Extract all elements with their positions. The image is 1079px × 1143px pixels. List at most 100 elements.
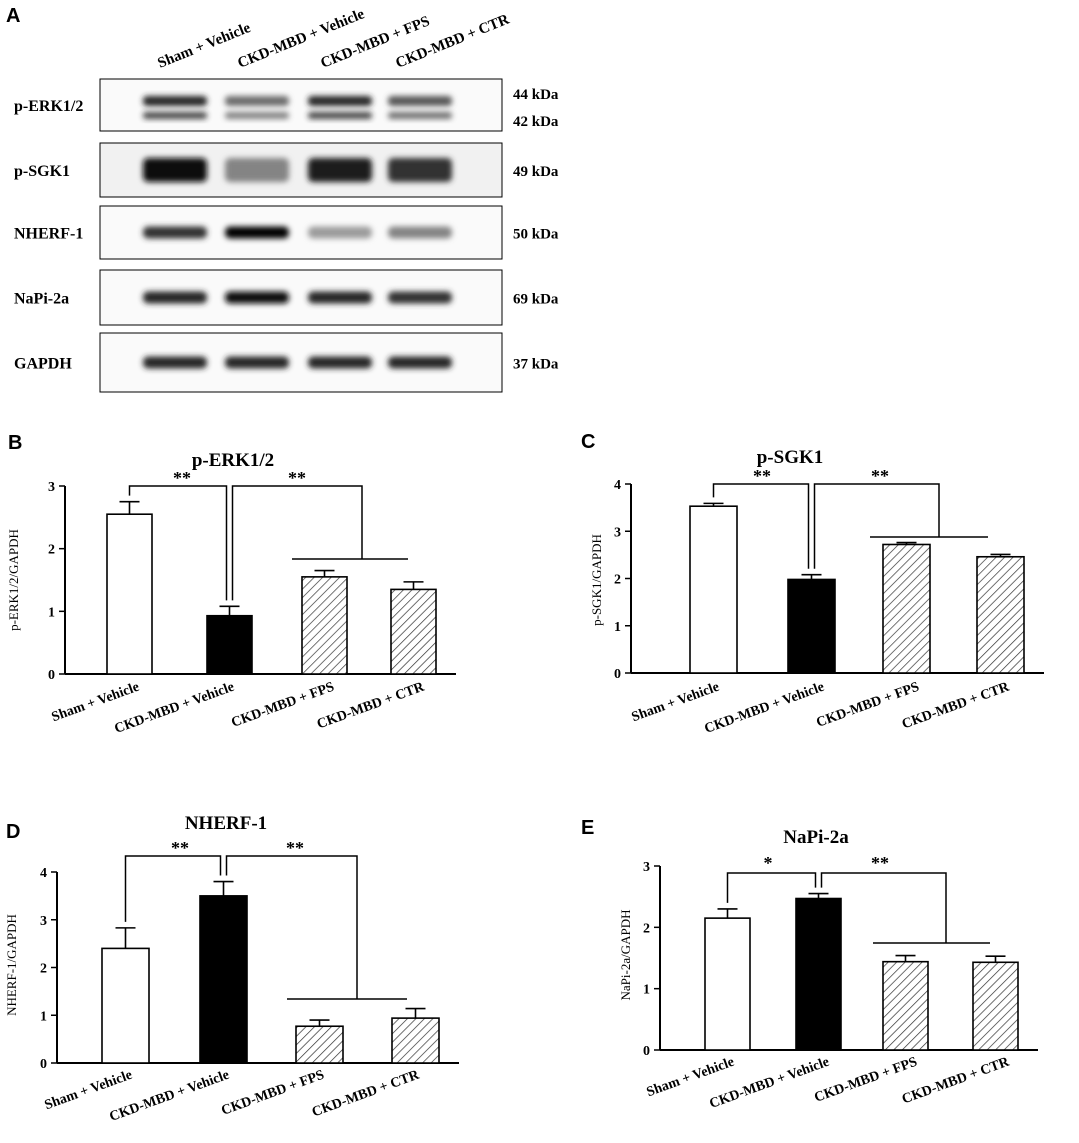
blot-row-label: p-SGK1	[14, 163, 70, 180]
y-tick-label: 3	[48, 480, 55, 495]
blot-band	[225, 112, 289, 119]
significance-marker: **	[871, 853, 889, 873]
bar	[787, 578, 836, 674]
blot-band	[308, 226, 372, 239]
significance-marker: **	[288, 468, 306, 488]
sig-bracket-1	[712, 483, 810, 569]
blot-band	[388, 96, 452, 106]
y-axis-label: p-ERK1/2/GAPDH	[6, 529, 21, 631]
significance-marker: **	[171, 838, 189, 858]
significance-brackets: * **	[726, 853, 990, 944]
blot-band	[388, 112, 452, 119]
bar	[391, 1017, 440, 1064]
chart-panel-c: C p-SGK1 p-SGK1/GAPDH 0 1 2 3 4 Sham + VehicleC…	[581, 431, 1044, 737]
sig-bracket-2	[820, 872, 947, 943]
blot-band	[143, 291, 207, 304]
y-axis-label: NaPi-2a/GAPDH	[618, 910, 633, 1001]
kda-label: 50 kDa	[513, 227, 559, 243]
x-tick-label: Sham + Vehicle	[630, 680, 722, 726]
panel-label-d: D	[6, 821, 20, 843]
significance-marker: **	[286, 838, 304, 858]
sig-bracket-2	[813, 483, 940, 569]
blot-row: p-SGK1 49 kDa	[14, 142, 559, 198]
blot-band	[308, 158, 372, 182]
blot-row-label: GAPDH	[14, 356, 72, 373]
blot-row: NHERF-1 50 kDa	[14, 205, 559, 260]
blot-band	[388, 356, 452, 369]
sig-bracket-1	[128, 485, 228, 601]
y-tick-label: 3	[40, 914, 47, 929]
bar	[689, 505, 738, 674]
y-axis-label: NHERF-1/GAPDH	[4, 914, 19, 1016]
bar	[295, 1025, 344, 1064]
bar	[199, 895, 248, 1064]
blot-band	[308, 291, 372, 304]
kda-label: 69 kDa	[513, 292, 559, 308]
panel-label-e: E	[581, 817, 594, 839]
bar	[301, 576, 348, 675]
chart-title: NaPi-2a	[783, 827, 849, 848]
x-tick-label: CKD-MBD + Vehicle	[703, 680, 827, 737]
significance-marker: *	[764, 853, 773, 873]
blot-row: GAPDH 37 kDa	[14, 332, 559, 393]
significance-brackets: ** **	[124, 838, 407, 1000]
blot-rows: p-ERK1/2 44 kDa 42 kDa p-SGK1 49 kDa NHERF-1 5…	[14, 78, 559, 393]
y-tick-label: 4	[40, 866, 47, 881]
significance-marker: **	[173, 468, 191, 488]
panel-label-a: A	[6, 5, 20, 27]
x-tick-label: CKD-MBD + CTR	[310, 1067, 422, 1120]
bar	[882, 543, 931, 674]
kda-label: 42 kDa	[513, 114, 559, 130]
blot-band	[308, 356, 372, 369]
y-tick-label: 1	[40, 1009, 47, 1024]
significance-brackets: ** **	[712, 466, 988, 569]
blot-row-label: p-ERK1/2	[14, 98, 83, 115]
y-tick-label: 2	[48, 543, 55, 558]
blot-band	[388, 226, 452, 239]
y-axis-label: p-SGK1/GAPDH	[589, 534, 604, 626]
bar	[390, 588, 437, 675]
bar	[101, 947, 150, 1064]
blot-row: NaPi-2a 69 kDa	[14, 269, 559, 326]
y-tick-label: 0	[40, 1057, 47, 1072]
y-tick-label: 3	[614, 525, 621, 540]
y-tick-label: 0	[48, 668, 55, 683]
blot-band	[143, 96, 207, 106]
blot-band	[225, 356, 289, 369]
blot-band	[308, 96, 372, 106]
y-tick-label: 0	[643, 1044, 650, 1059]
blot-band	[225, 158, 289, 182]
y-tick-label: 1	[614, 620, 621, 635]
bar	[704, 917, 751, 1051]
sig-bracket-2	[231, 485, 363, 601]
kda-label: 49 kDa	[513, 164, 559, 180]
y-tick-label: 0	[614, 667, 621, 682]
blot-band	[388, 291, 452, 304]
sig-bracket-1	[726, 872, 817, 903]
bar	[795, 897, 842, 1051]
blot-band	[308, 112, 372, 119]
significance-marker: **	[753, 466, 771, 486]
bar	[972, 961, 1019, 1051]
y-tick-label: 1	[48, 605, 55, 620]
y-tick-label: 2	[40, 962, 47, 977]
y-tick-label: 2	[614, 573, 621, 588]
kda-label: 44 kDa	[513, 87, 559, 103]
blot-band	[225, 291, 289, 304]
panel-label-c: C	[581, 431, 595, 453]
y-tick-label: 2	[643, 921, 650, 936]
blot-row-label: NHERF-1	[14, 226, 83, 243]
blot-band	[143, 356, 207, 369]
blot-band	[225, 96, 289, 106]
panel-label-b: B	[8, 432, 22, 454]
blot-band	[225, 226, 289, 239]
blot-band	[143, 226, 207, 239]
bar	[882, 960, 929, 1051]
blot-band	[143, 158, 207, 182]
